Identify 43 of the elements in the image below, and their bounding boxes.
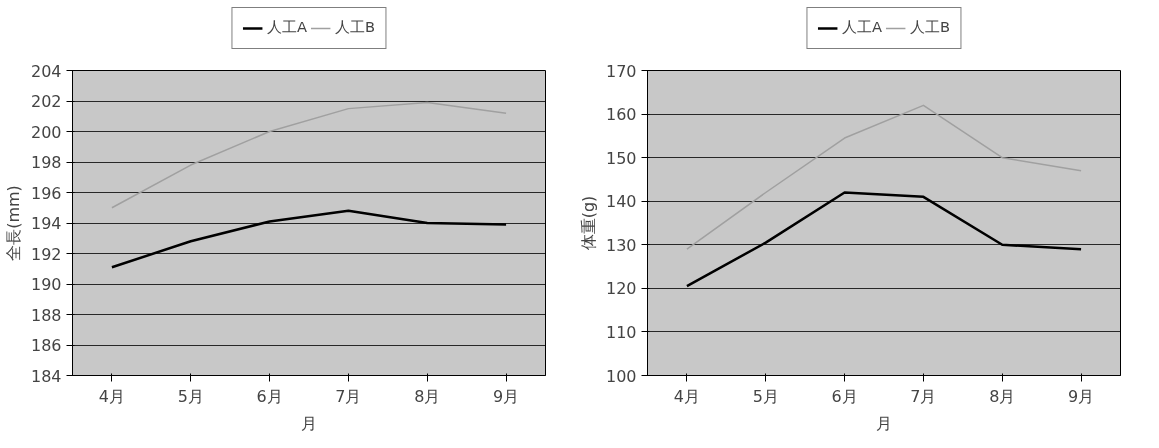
x-tick-label: 8月 <box>414 386 441 406</box>
x-tick-label: 9月 <box>1067 386 1095 406</box>
line-series <box>686 104 1082 250</box>
x-tick-label: 8月 <box>989 386 1016 406</box>
y-tick-label: 160 <box>605 105 637 125</box>
x-tick-label: 9月 <box>492 386 520 406</box>
y-tick-label: 184 <box>30 366 62 386</box>
y-tick-label: 190 <box>30 275 62 294</box>
y-tick-label: 192 <box>30 244 62 264</box>
legend-label: 人工B <box>334 18 376 37</box>
x-tick-label: 4月 <box>673 386 701 406</box>
y-tick-label: 188 <box>30 305 62 325</box>
x-axis-title: 月 <box>301 413 317 433</box>
x-tick-label: 4月 <box>98 386 126 406</box>
y-tick-label: 130 <box>605 235 637 255</box>
legend-label: 人工A <box>266 18 307 37</box>
y-tick-label: 170 <box>605 61 637 81</box>
line-series <box>110 209 508 269</box>
line-series <box>111 101 507 209</box>
y-axis-title: 全長(mm) <box>3 185 23 261</box>
y-tick-label: 140 <box>605 192 637 212</box>
legend-label: 人工A <box>841 18 882 37</box>
y-tick-label: 110 <box>605 322 637 342</box>
y-axis-title: 体重(g) <box>578 195 598 251</box>
legend-label: 人工B <box>909 18 951 37</box>
y-tick-label: 120 <box>605 279 637 299</box>
y-tick-label: 202 <box>30 92 62 111</box>
y-tick-label: 196 <box>30 183 62 203</box>
x-axis-title: 月 <box>876 413 892 433</box>
x-tick-label: 7月 <box>335 386 362 406</box>
y-tick-label: 200 <box>30 122 62 142</box>
x-tick-label: 6月 <box>256 386 283 406</box>
x-tick-label: 5月 <box>752 386 779 406</box>
y-tick-label: 204 <box>30 61 62 81</box>
x-tick-label: 5月 <box>177 386 204 406</box>
y-tick-label: 186 <box>30 336 62 355</box>
x-tick-label: 6月 <box>831 386 858 406</box>
y-tick-label: 150 <box>605 148 637 168</box>
x-tick-label: 7月 <box>910 386 937 406</box>
line-series <box>685 191 1083 288</box>
y-tick-label: 100 <box>605 366 637 386</box>
y-tick-label: 194 <box>30 214 62 233</box>
y-tick-label: 198 <box>30 153 62 172</box>
